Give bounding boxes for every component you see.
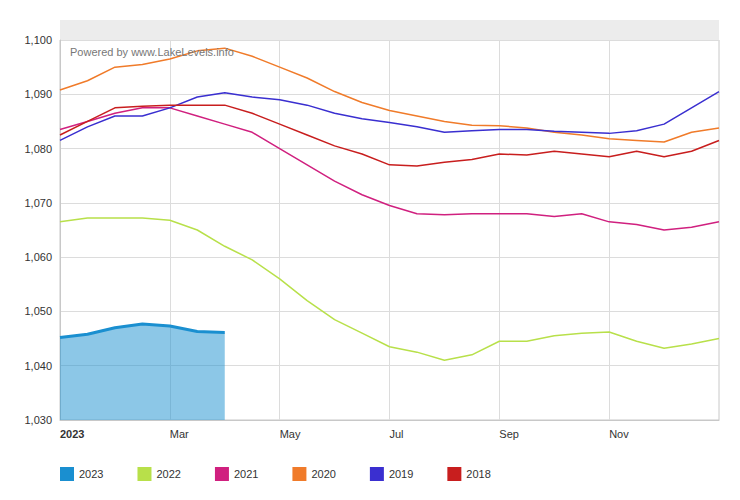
svg-text:1,030: 1,030 xyxy=(24,414,52,426)
svg-text:2023: 2023 xyxy=(60,428,84,440)
svg-text:1,040: 1,040 xyxy=(24,360,52,372)
svg-text:2022: 2022 xyxy=(156,468,180,480)
svg-text:2023: 2023 xyxy=(79,468,103,480)
svg-text:2018: 2018 xyxy=(466,468,490,480)
svg-text:1,100: 1,100 xyxy=(24,34,52,46)
svg-text:Sep: Sep xyxy=(499,428,519,440)
svg-text:1,060: 1,060 xyxy=(24,251,52,263)
svg-text:May: May xyxy=(280,428,301,440)
svg-text:Powered by www.LakeLevels.info: Powered by www.LakeLevels.info xyxy=(70,46,234,58)
svg-text:Jul: Jul xyxy=(390,428,404,440)
svg-text:2020: 2020 xyxy=(311,468,335,480)
svg-text:1,070: 1,070 xyxy=(24,197,52,209)
svg-text:1,080: 1,080 xyxy=(24,143,52,155)
svg-text:1,050: 1,050 xyxy=(24,305,52,317)
svg-text:1,090: 1,090 xyxy=(24,88,52,100)
svg-text:2019: 2019 xyxy=(389,468,413,480)
svg-text:Mar: Mar xyxy=(170,428,189,440)
svg-text:Nov: Nov xyxy=(609,428,629,440)
svg-text:2021: 2021 xyxy=(234,468,258,480)
